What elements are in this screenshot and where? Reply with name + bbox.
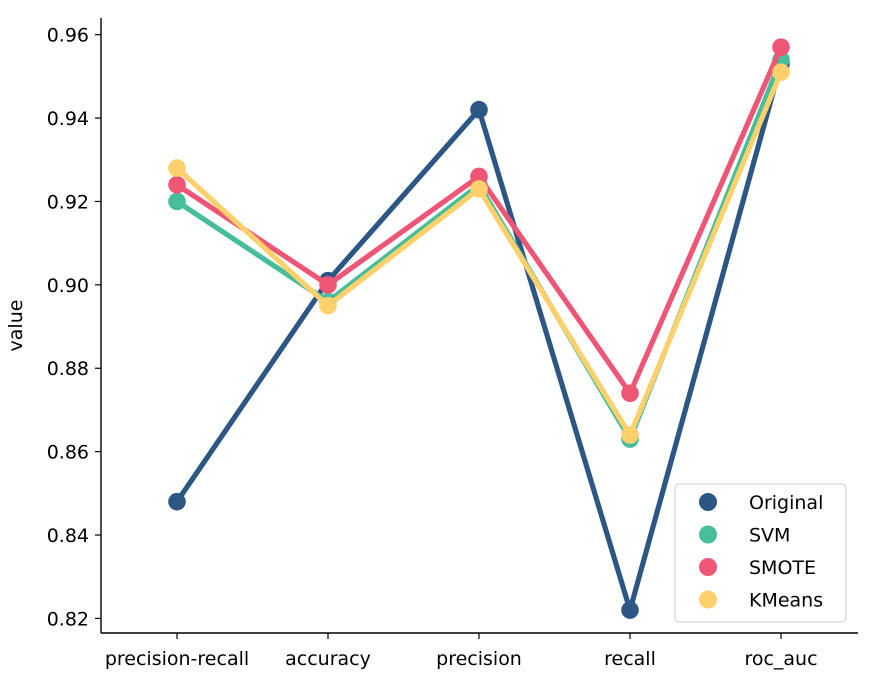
data-point-original bbox=[168, 492, 186, 511]
data-point-kmeans bbox=[772, 63, 790, 82]
legend-marker-kmeans bbox=[699, 590, 717, 609]
legend: Original SVM SMOTE KMeans bbox=[674, 483, 847, 623]
y-tick-label: 0.84 bbox=[47, 525, 89, 547]
y-tick-label: 0.88 bbox=[47, 358, 89, 380]
data-point-smote bbox=[168, 175, 186, 194]
axes: 0.82 0.84 0.86 0.88 0.90 0.92 0.94 0.96 precisio… bbox=[5, 18, 858, 670]
y-tick-label: 0.86 bbox=[47, 442, 89, 464]
y-tick-label: 0.92 bbox=[47, 191, 89, 213]
legend-label-svm: SVM bbox=[749, 525, 790, 547]
y-tick-label: 0.96 bbox=[47, 25, 89, 47]
y-tick-label: 0.82 bbox=[47, 608, 89, 630]
data-point-kmeans bbox=[168, 159, 186, 177]
series-smote bbox=[168, 38, 790, 403]
y-axis-title: value bbox=[5, 300, 27, 352]
data-point-smote bbox=[772, 38, 790, 56]
x-tick-label: precision bbox=[436, 648, 522, 670]
data-point-svm bbox=[168, 192, 186, 211]
legend-label-kmeans: KMeans bbox=[749, 590, 823, 612]
x-tick-label: precision-recall bbox=[105, 648, 249, 670]
legend-marker-original bbox=[699, 493, 717, 511]
x-tick-label: accuracy bbox=[285, 648, 371, 670]
data-point-smote bbox=[621, 384, 639, 403]
legend-label-smote: SMOTE bbox=[749, 557, 816, 579]
series-layer bbox=[168, 38, 790, 619]
legend-label-original: Original bbox=[749, 492, 823, 514]
legend-marker-svm bbox=[699, 525, 717, 544]
y-tick-label: 0.90 bbox=[47, 275, 89, 297]
data-point-kmeans bbox=[319, 296, 337, 315]
x-tick-label: roc_auc bbox=[744, 648, 817, 670]
series-line-smote bbox=[174, 44, 784, 396]
data-point-smote bbox=[470, 167, 488, 186]
x-tick-label: recall bbox=[604, 648, 656, 670]
data-point-original bbox=[621, 601, 639, 619]
data-point-kmeans bbox=[621, 426, 639, 444]
series-kmeans bbox=[168, 63, 790, 444]
legend-marker-smote bbox=[699, 558, 717, 576]
y-tick-label: 0.94 bbox=[47, 108, 89, 130]
data-point-smote bbox=[319, 276, 337, 294]
legend-box bbox=[674, 483, 847, 623]
data-point-original bbox=[470, 100, 488, 119]
data-point-kmeans bbox=[470, 180, 488, 198]
